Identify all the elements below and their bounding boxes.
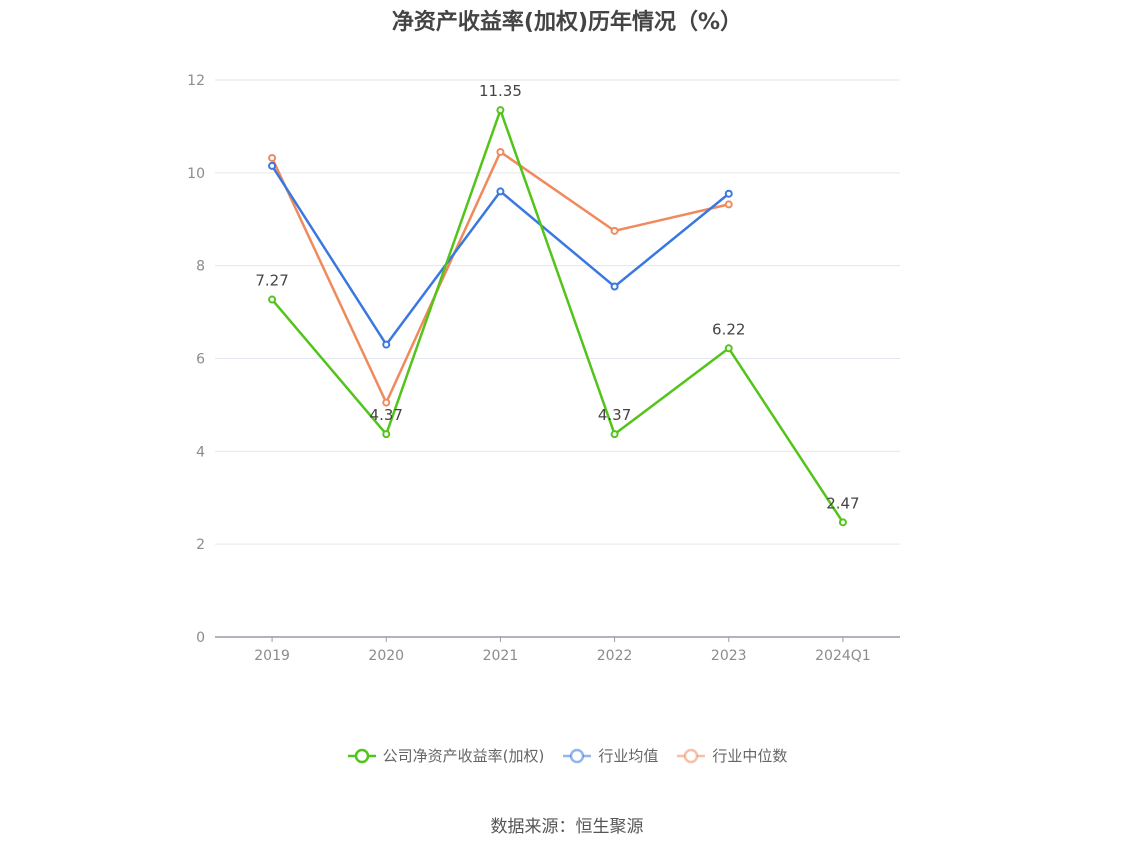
data-label: 2.47 <box>826 494 859 512</box>
data-label: 11.35 <box>479 82 522 100</box>
legend-label: 公司净资产收益率(加权) <box>382 747 545 765</box>
data-point[interactable] <box>610 282 619 291</box>
data-point[interactable] <box>724 189 733 198</box>
legend-swatch-icon <box>677 748 706 763</box>
y-tick-label: 8 <box>196 259 205 275</box>
legend-label: 行业均值 <box>598 747 659 765</box>
data-point[interactable] <box>724 344 733 353</box>
legend-item[interactable]: 行业均值 <box>562 745 658 766</box>
data-point[interactable] <box>496 187 505 196</box>
y-tick-label: 12 <box>187 73 205 89</box>
data-point[interactable] <box>496 147 505 156</box>
axes: 0 2 4 6 8 10 12 2019 2020 2021 2022 2023 2024Q1 <box>187 73 900 664</box>
x-tick-label: 2021 <box>483 648 519 664</box>
legend: 公司净资产收益率(加权) 行业均值 行业中位数 <box>0 745 1134 766</box>
series-lines <box>268 106 847 527</box>
y-tick-label: 0 <box>196 630 205 646</box>
legend-item[interactable]: 公司净资产收益率(加权) <box>347 745 545 766</box>
x-tick-label: 2020 <box>368 648 404 664</box>
x-tick-label: 2022 <box>597 648 633 664</box>
series-line <box>271 108 844 524</box>
data-point[interactable] <box>268 161 277 170</box>
data-labels: 7.27 4.37 11.35 4.37 6.22 2.47 <box>255 82 859 512</box>
y-tick-label: 2 <box>196 537 205 553</box>
y-tick-label: 10 <box>187 166 205 182</box>
x-tick-label: 2019 <box>254 648 290 664</box>
data-point[interactable] <box>838 518 847 527</box>
grid-lines <box>215 79 900 545</box>
data-point[interactable] <box>610 430 619 439</box>
legend-swatch-icon <box>563 748 592 763</box>
data-point[interactable] <box>496 106 505 115</box>
x-tick-label: 2023 <box>711 648 747 664</box>
data-source: 数据来源：恒生聚源 <box>490 817 644 837</box>
data-point[interactable] <box>724 200 733 209</box>
data-label: 4.37 <box>370 406 403 424</box>
x-tick-label: 2024Q1 <box>815 648 871 664</box>
y-tick-label: 6 <box>196 352 205 368</box>
data-label: 7.27 <box>255 272 288 290</box>
legend-item[interactable]: 行业中位数 <box>676 745 787 766</box>
data-point[interactable] <box>610 226 619 235</box>
data-point[interactable] <box>382 430 391 439</box>
y-tick-label: 4 <box>196 444 205 460</box>
data-point[interactable] <box>382 340 391 349</box>
legend-label: 行业中位数 <box>712 747 788 765</box>
data-point[interactable] <box>268 153 277 162</box>
data-label: 4.37 <box>598 406 631 424</box>
data-point[interactable] <box>268 295 277 304</box>
data-label: 6.22 <box>712 320 745 338</box>
data-point[interactable] <box>382 398 391 407</box>
legend-swatch-icon <box>347 748 376 763</box>
chart-title: 净资产收益率(加权)历年情况（%） <box>391 10 743 35</box>
